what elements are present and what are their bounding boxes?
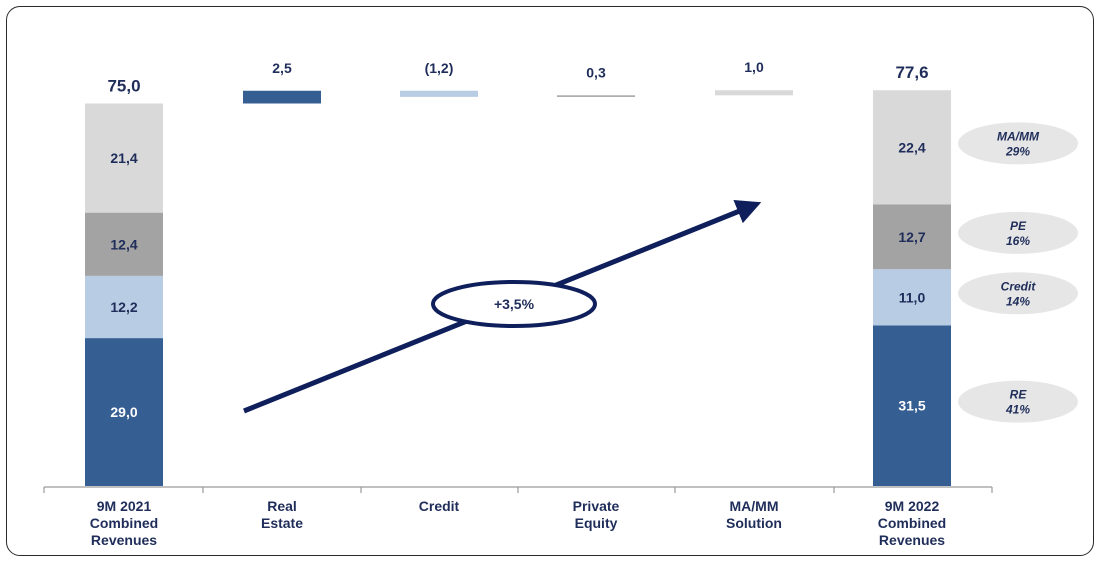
- end-bar-MA-MM: [873, 90, 951, 205]
- delta-label-3: 1,0: [744, 59, 764, 75]
- delta-label-2: 0,3: [586, 64, 606, 80]
- share-badge-0: [958, 122, 1078, 165]
- end-segment-label-3: 22,4: [898, 139, 925, 155]
- share-badge-1: [958, 211, 1078, 254]
- start-total-label: 75,0: [107, 77, 140, 96]
- category-label-1-1: Estate: [261, 515, 303, 531]
- end-segment-label-1: 11,0: [899, 289, 926, 305]
- end-total-label: 77,6: [895, 63, 928, 82]
- category-label-1-0: Real: [267, 498, 297, 514]
- start-bar-RE: [85, 338, 163, 486]
- share-badge-value-1: 16%: [1006, 234, 1030, 248]
- category-label-5-1: Combined: [878, 515, 946, 531]
- growth-ellipse: [431, 280, 597, 328]
- delta-label-0: 2,5: [272, 60, 292, 76]
- share-badge-name-2: Credit: [1001, 279, 1037, 293]
- category-label-4-1: Solution: [726, 515, 782, 531]
- end-bar-PE: [873, 204, 951, 270]
- end-bar-RE: [873, 325, 951, 486]
- share-badge-value-2: 14%: [1006, 294, 1030, 308]
- category-label-2-0: Credit: [419, 498, 460, 514]
- share-badge-name-3: RE: [1010, 388, 1028, 402]
- start-bar-MA-MM: [85, 103, 163, 213]
- start-segment-label-0: 29,0: [110, 404, 137, 420]
- start-bar-PE: [85, 212, 163, 276]
- delta-bar-1: [400, 90, 478, 97]
- category-label-0-2: Revenues: [91, 532, 157, 548]
- category-label-5-0: 9M 2022: [885, 498, 940, 514]
- share-badge-name-0: MA/MM: [997, 129, 1040, 143]
- growth-annotation: +3,5%: [494, 296, 535, 312]
- category-label-3-0: Private: [573, 498, 620, 514]
- category-label-4-0: MA/MM: [730, 498, 779, 514]
- delta-bar-3: [715, 90, 793, 96]
- start-segment-label-3: 21,4: [110, 150, 137, 166]
- share-badge-value-3: 41%: [1005, 403, 1030, 417]
- share-badge-3: [958, 380, 1078, 423]
- chart-frame: [6, 6, 1094, 556]
- start-segment-label-1: 12,2: [110, 299, 137, 315]
- delta-bar-0: [243, 90, 321, 104]
- category-label-0-0: 9M 2021: [97, 498, 152, 514]
- start-bar-Credit: [85, 275, 163, 339]
- delta-label-1: (1,2): [425, 60, 454, 76]
- share-badge-2: [958, 272, 1078, 315]
- delta-bar-2: [557, 95, 635, 97]
- end-bar-Credit: [873, 269, 951, 326]
- category-label-5-2: Revenues: [879, 532, 945, 548]
- end-segment-label-2: 12,7: [898, 229, 925, 245]
- share-badge-name-1: PE: [1010, 219, 1027, 233]
- share-badge-value-0: 29%: [1005, 144, 1030, 158]
- category-label-0-1: Combined: [90, 515, 158, 531]
- end-segment-label-0: 31,5: [898, 398, 925, 414]
- start-segment-label-2: 12,4: [110, 236, 137, 252]
- category-label-3-1: Equity: [575, 515, 618, 531]
